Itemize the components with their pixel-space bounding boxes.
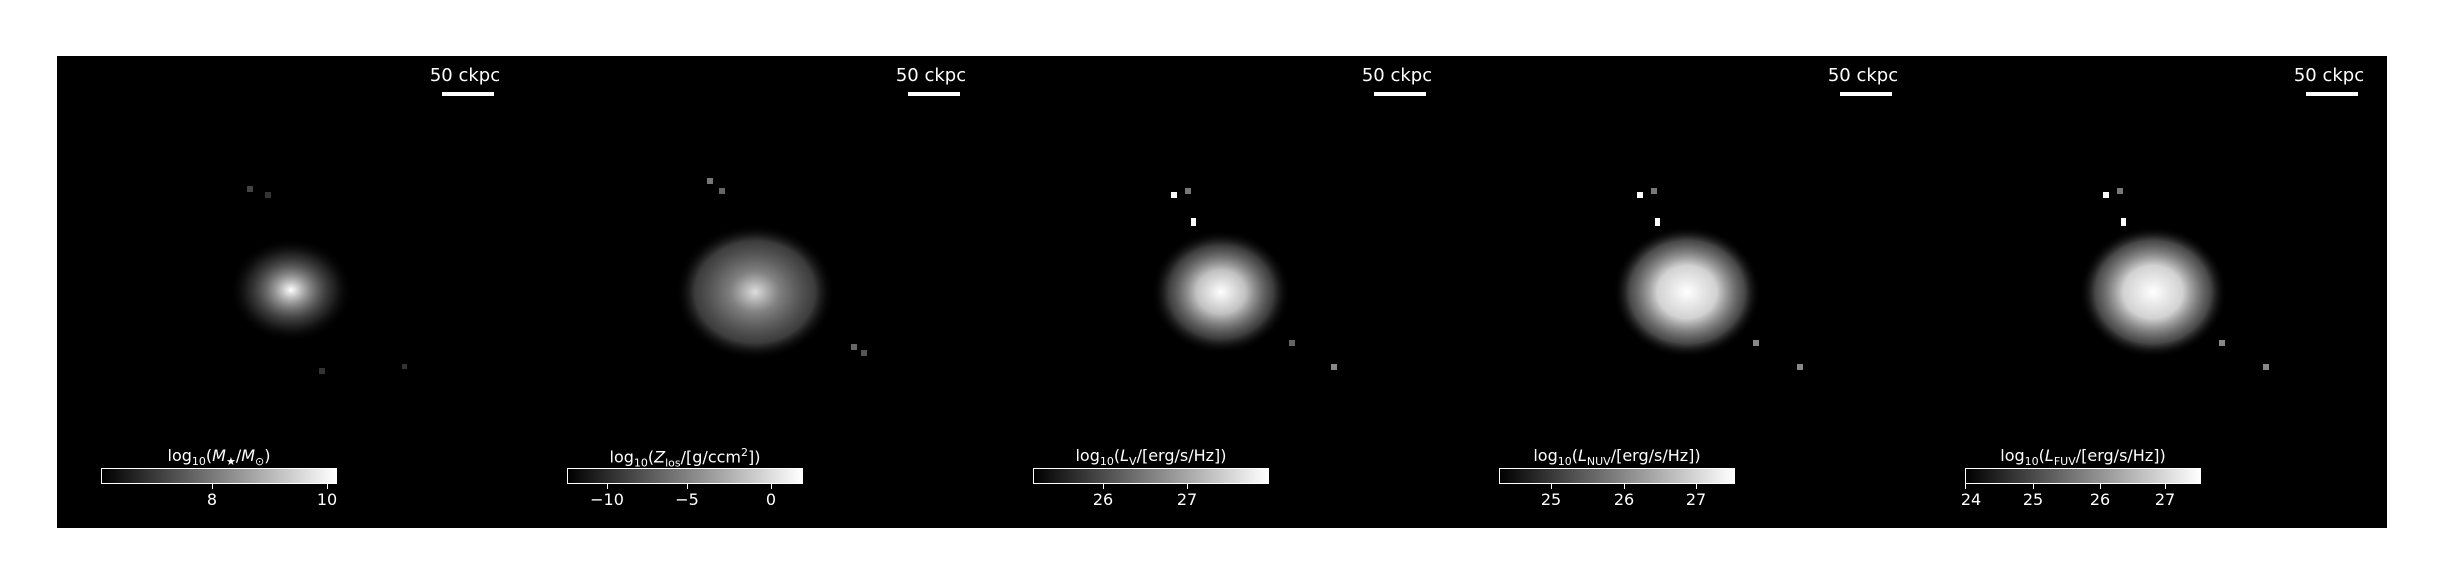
colorbar-tick — [1624, 483, 1625, 489]
colorbar: log10(LFUV/[erg/s/Hz]) 24 25 26 27 — [1961, 446, 2201, 526]
nuv-luminosity-panel: 50 ckpc log10(LNUV/[erg/s/Hz]) 25 26 27 — [1455, 56, 1921, 528]
colorbar-tick — [2100, 483, 2101, 489]
scalebar-label: 50 ckpc — [429, 65, 501, 86]
colorbar-gradient — [567, 468, 803, 484]
scalebar-line — [1840, 92, 1892, 96]
metal-column-density-panel: 50 ckpc log10(Zlos/[g/ccm2]) −10 −5 0 — [523, 56, 989, 528]
colorbar-tick-label: 25 — [1540, 490, 1562, 509]
metal-column-density-map — [675, 178, 867, 360]
colorbar-label: log10(LNUV/[erg/s/Hz]) — [1533, 446, 1701, 469]
colorbar-tick-label: 27 — [2154, 490, 2176, 509]
colorbar-tick-label: 10 — [316, 490, 338, 509]
colorbar-gradient — [101, 468, 337, 484]
colorbar-tick — [607, 483, 608, 489]
colorbar-tick — [1696, 483, 1697, 489]
colorbar: log10(LNUV/[erg/s/Hz]) 25 26 27 — [1499, 446, 1735, 526]
v-band-luminosity-map — [1151, 188, 1337, 370]
nuv-luminosity-map — [1613, 188, 1803, 370]
scalebar-line — [1374, 92, 1426, 96]
colorbar-gradient — [1033, 468, 1269, 484]
colorbar-tick — [1103, 483, 1104, 489]
colorbar-tick — [687, 483, 688, 489]
colorbar-tick-label: 27 — [1176, 490, 1198, 509]
colorbar-tick — [2033, 483, 2034, 489]
scalebar-line — [908, 92, 960, 96]
colorbar-label: log10(LV/[erg/s/Hz]) — [1075, 446, 1227, 469]
colorbar-tick — [771, 483, 772, 489]
colorbar-tick — [1965, 483, 1966, 489]
stellar-mass-map — [229, 186, 407, 374]
colorbar-label: log10(Zlos/[g/ccm2]) — [609, 446, 761, 470]
colorbar-tick-label: −5 — [675, 490, 699, 509]
scalebar-line — [442, 92, 494, 96]
colorbar-tick-label: 26 — [2089, 490, 2111, 509]
colorbar-tick-label: −10 — [590, 490, 624, 509]
fuv-luminosity-panel: 50 ckpc log10(LFUV/[erg/s/Hz]) 24 25 26 … — [1921, 56, 2387, 528]
colorbar-tick — [2165, 483, 2166, 489]
scalebar-label: 50 ckpc — [1361, 65, 1433, 86]
colorbar-tick-label: 25 — [2022, 490, 2044, 509]
colorbar-tick-label: 26 — [1613, 490, 1635, 509]
colorbar-tick-label: 24 — [1960, 490, 1982, 509]
stellar-mass-panel: 50 ckpc log10(M★/M⊙) 8 10 — [57, 56, 523, 528]
colorbar-gradient — [1499, 468, 1735, 484]
colorbar-tick — [1551, 483, 1552, 489]
colorbar-gradient — [1965, 468, 2201, 484]
colorbar-tick — [212, 483, 213, 489]
colorbar-tick-label: 8 — [206, 490, 218, 509]
colorbar-label: log10(LFUV/[erg/s/Hz]) — [2000, 446, 2166, 469]
colorbar: log10(LV/[erg/s/Hz]) 26 27 — [1033, 446, 1269, 526]
colorbar-tick — [1187, 483, 1188, 489]
colorbar-tick — [327, 483, 328, 489]
scalebar-label: 50 ckpc — [895, 65, 967, 86]
colorbar-tick-label: 26 — [1092, 490, 1114, 509]
scalebar-label: 50 ckpc — [2293, 65, 2365, 86]
scalebar-label: 50 ckpc — [1827, 65, 1899, 86]
colorbar-tick-label: 0 — [765, 490, 777, 509]
fuv-luminosity-map — [2079, 188, 2269, 370]
colorbar-label: log10(M★/M⊙) — [167, 446, 271, 469]
scalebar-line — [2306, 92, 2358, 96]
colorbar: log10(M★/M⊙) 8 10 — [101, 446, 337, 526]
colorbar: log10(Zlos/[g/ccm2]) −10 −5 0 — [567, 446, 803, 526]
v-band-luminosity-panel: 50 ckpc log10(LV/[erg/s/Hz]) 26 27 — [989, 56, 1455, 528]
colorbar-tick-label: 27 — [1685, 490, 1707, 509]
